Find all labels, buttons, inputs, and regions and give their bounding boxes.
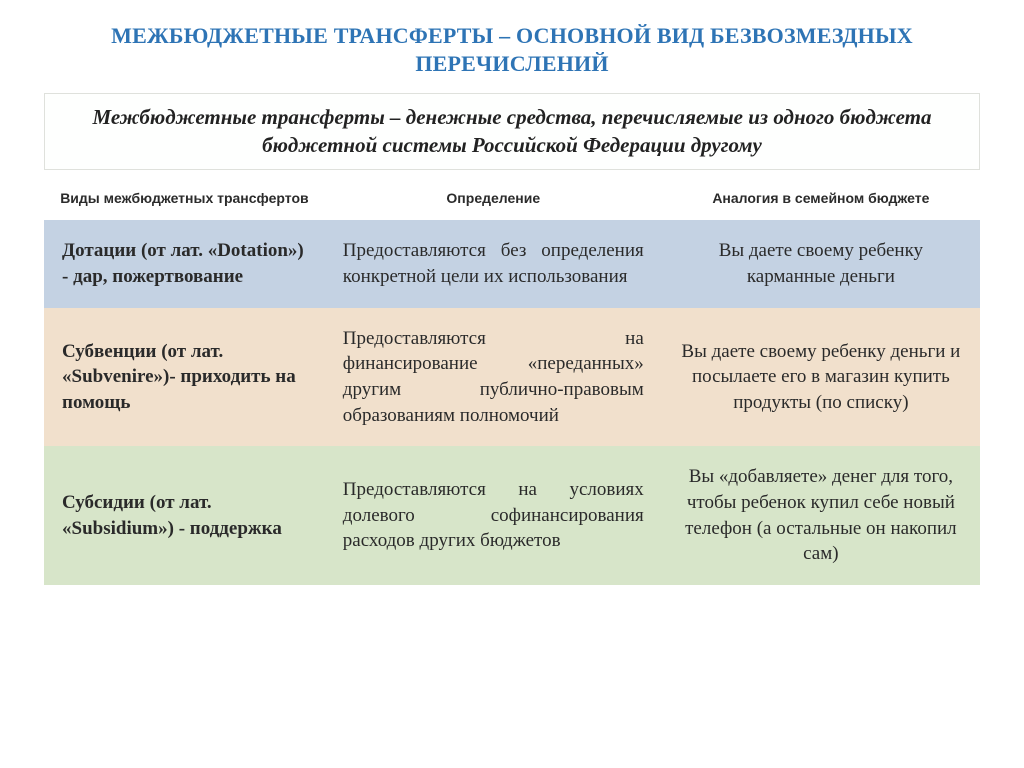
cell-analogy: Вы «добавляете» денег для того, чтобы ре… <box>662 446 980 585</box>
cell-definition: Предоставляются на финансирование «перед… <box>325 308 662 447</box>
table-header-row: Виды межбюджетных трансфертов Определени… <box>44 184 980 220</box>
slide-title: МЕЖБЮДЖЕТНЫЕ ТРАНСФЕРТЫ – ОСНОВНОЙ ВИД Б… <box>44 22 980 77</box>
cell-definition: Предоставляются на условиях долевого соф… <box>325 446 662 585</box>
cell-definition: Предоставляются без определения конкретн… <box>325 220 662 307</box>
cell-analogy: Вы даете своему ребенку карманные деньги <box>662 220 980 307</box>
col-header-types: Виды межбюджетных трансфертов <box>44 184 325 220</box>
definition-box: Межбюджетные трансферты – денежные средс… <box>44 93 980 170</box>
transfer-types-table: Виды межбюджетных трансфертов Определени… <box>44 184 980 584</box>
table-row: Субсидии (от лат. «Subsidium») - поддерж… <box>44 446 980 585</box>
cell-type: Субсидии (от лат. «Subsidium») - поддерж… <box>44 446 325 585</box>
slide: МЕЖБЮДЖЕТНЫЕ ТРАНСФЕРТЫ – ОСНОВНОЙ ВИД Б… <box>0 0 1024 768</box>
table-row: Субвенции (от лат. «Subvenire»)- приходи… <box>44 308 980 447</box>
table-row: Дотации (от лат. «Dotation») - дар, поже… <box>44 220 980 307</box>
col-header-analogy: Аналогия в семейном бюджете <box>662 184 980 220</box>
cell-type: Дотации (от лат. «Dotation») - дар, поже… <box>44 220 325 307</box>
cell-type: Субвенции (от лат. «Subvenire»)- приходи… <box>44 308 325 447</box>
col-header-definition: Определение <box>325 184 662 220</box>
cell-analogy: Вы даете своему ребенку деньги и посылае… <box>662 308 980 447</box>
